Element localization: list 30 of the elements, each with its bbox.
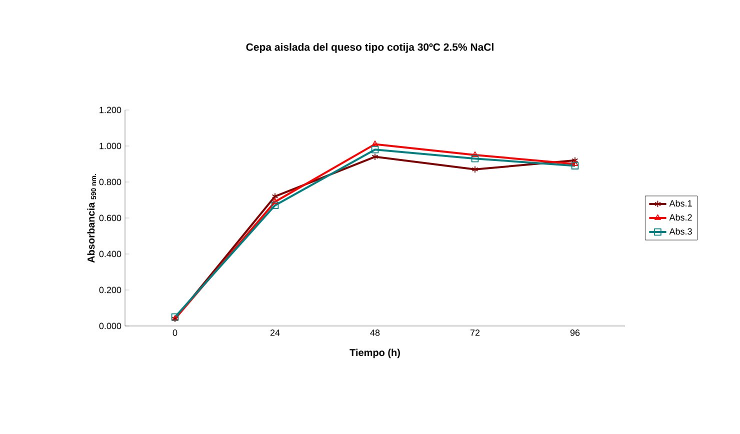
y-tick-label: 0.800 (99, 178, 122, 186)
legend-label: Abs.2 (669, 214, 692, 221)
y-tick-label: 0.000 (99, 322, 122, 330)
y-tick-label: 1.000 (100, 142, 122, 150)
x-tick-label: 24 (270, 330, 280, 336)
x-tick-label: 96 (570, 330, 580, 336)
y-tick-label: 0.600 (99, 214, 122, 222)
legend-label: Abs.3 (669, 228, 692, 235)
point (271, 202, 279, 210)
y-tick-label: 0.200 (99, 286, 122, 294)
point (572, 160, 578, 166)
point (372, 140, 378, 146)
x-tick-label: 0 (172, 330, 178, 336)
x-axis-title: Tiempo (h) (350, 348, 400, 358)
y-tick-label: 1.200 (100, 106, 122, 114)
y-axis-title: Absorbancia $_{590 nm.}$ (87, 174, 96, 263)
y-tick-label: 0.400 (99, 250, 122, 258)
point (472, 166, 478, 174)
legend-label: Abs.1 (669, 200, 692, 207)
chart-title: Cepa aislada del queso tipo cotija 30ºC 2.5% NaCl (246, 43, 494, 53)
point (572, 156, 578, 164)
point (471, 154, 479, 162)
x-tick-label: 48 (370, 330, 380, 336)
point (472, 151, 478, 158)
point (272, 192, 278, 200)
point (372, 153, 378, 160)
point (272, 198, 278, 204)
point (371, 146, 379, 154)
x-tick-label: 72 (470, 330, 480, 336)
point (571, 162, 579, 170)
